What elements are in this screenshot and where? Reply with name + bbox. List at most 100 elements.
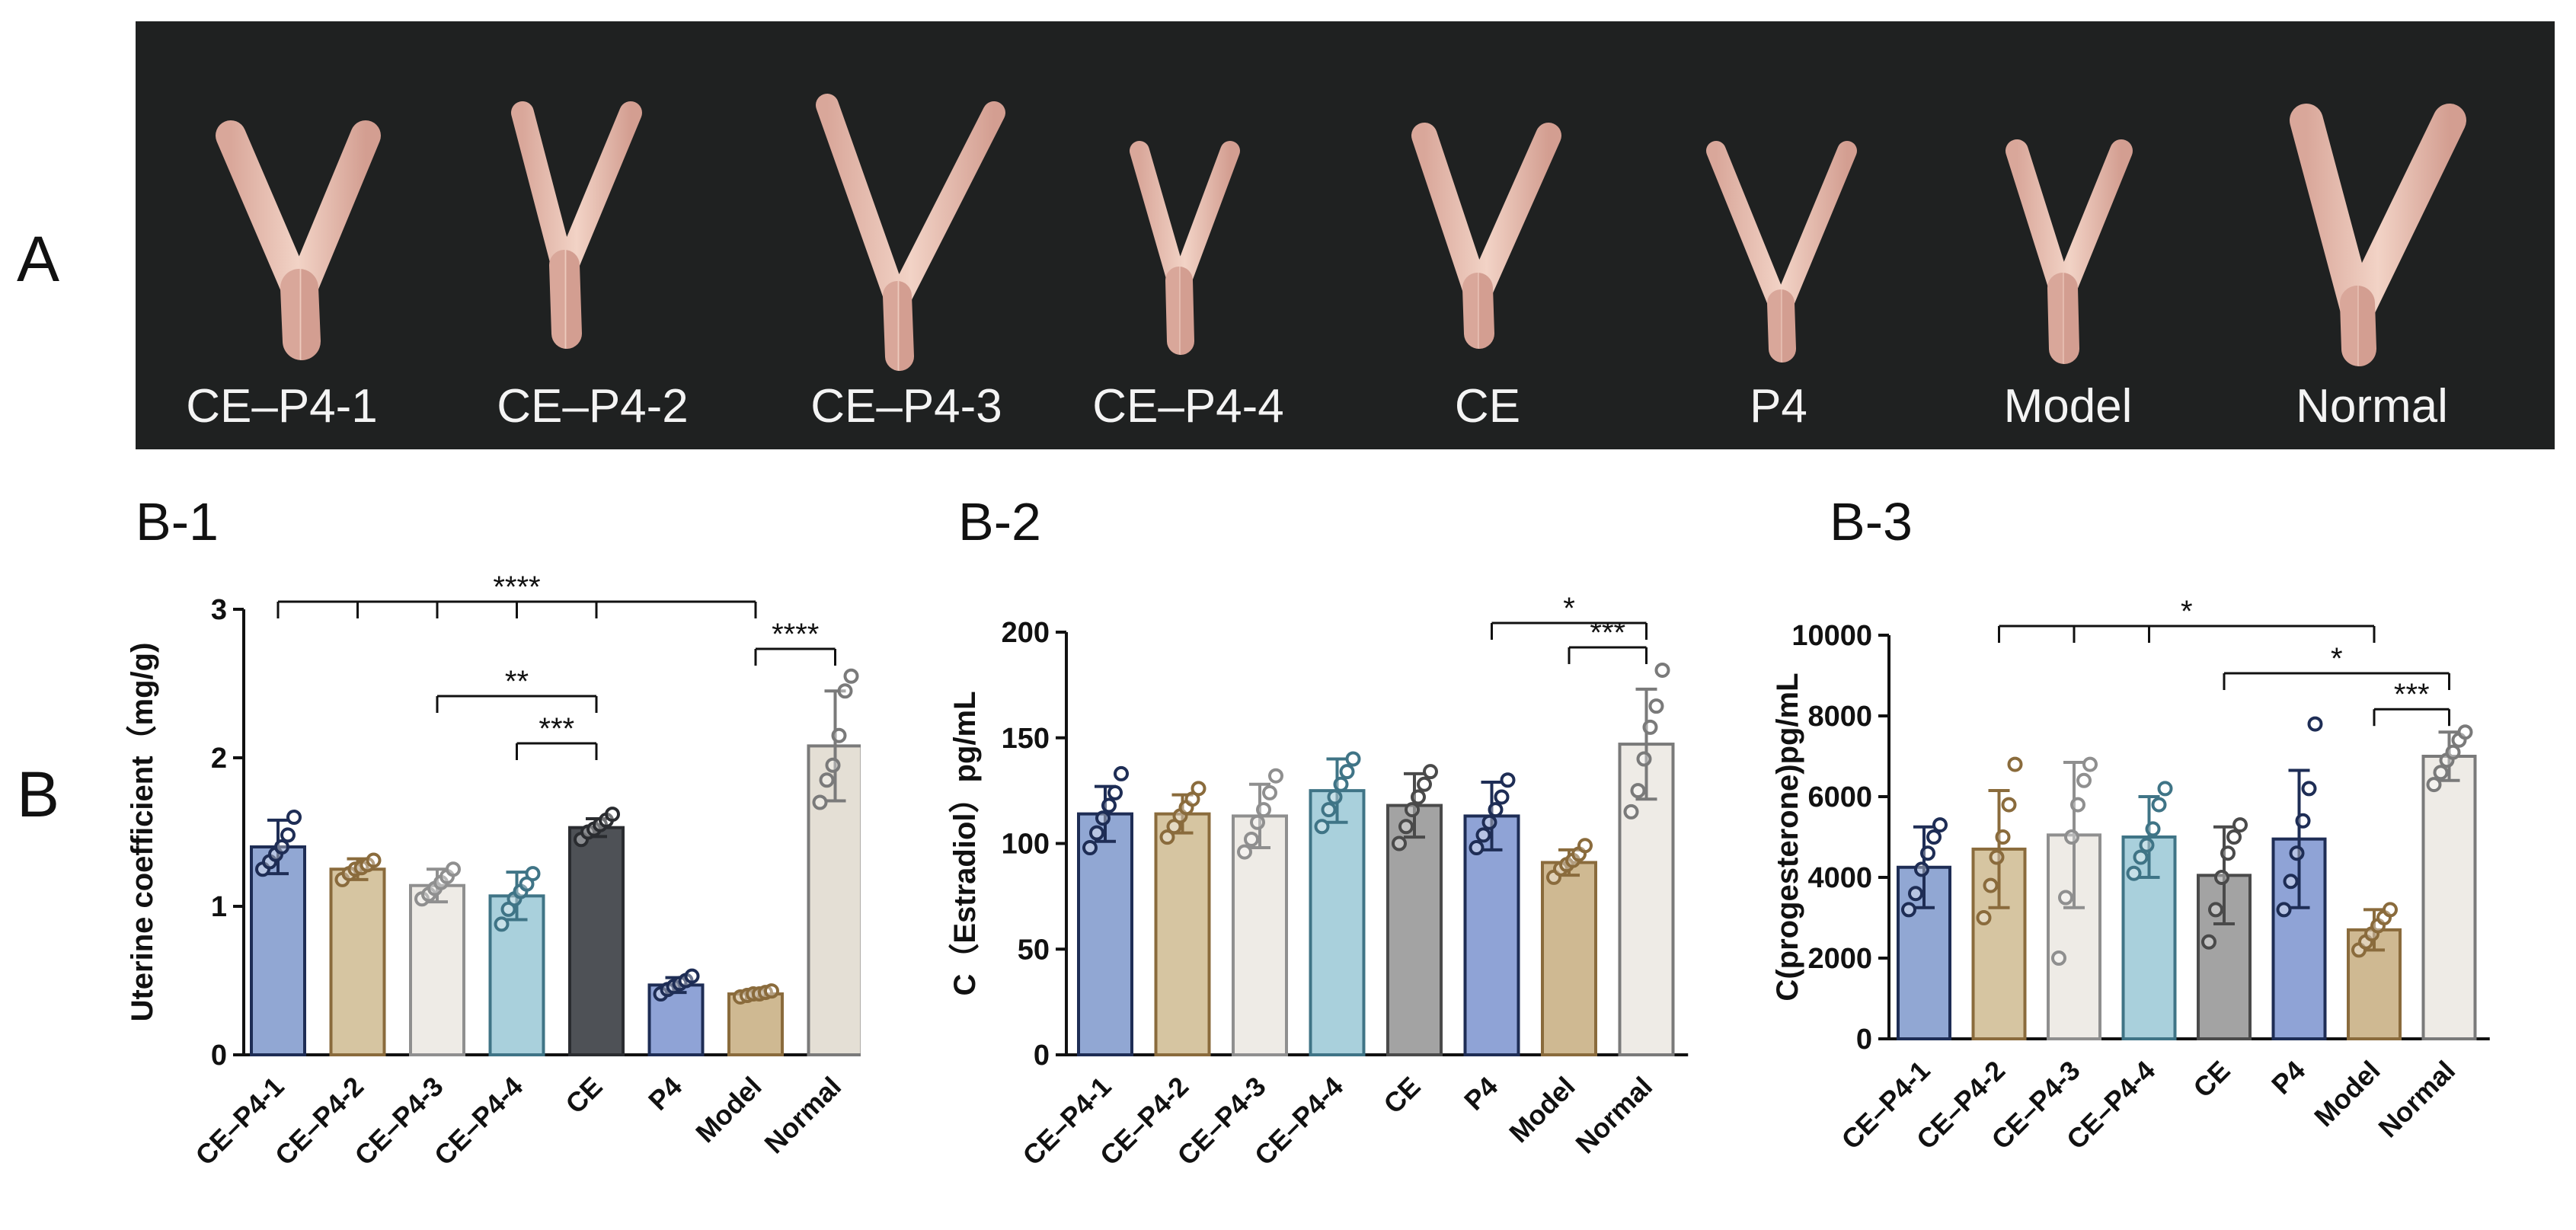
chart-b3: 0 2000 4000 6000 8000 10000 C(progesterone)pg/… [1771,595,2490,1155]
uterus-specimen-8 [2290,104,2466,366]
data-point-ce-p4-4 [1339,764,1355,780]
data-point-normal [812,794,828,810]
data-point-normal [831,727,847,743]
data-point-ce-p4-3 [1244,831,1259,847]
x-tick-label-normal: Normal [2372,1055,2461,1144]
data-point-p4 [2295,813,2311,829]
data-point-ce [1392,835,1407,851]
data-point-p4 [2301,781,2317,797]
data-point-normal [1636,751,1652,767]
data-point-ce-p4-2 [1983,877,1999,893]
photo-label-ce-p4-1: CE–P4-1 [186,380,378,433]
photo-label-p4: P4 [1750,380,1807,433]
photo-label-ce-p4-3: CE–P4-3 [810,380,1002,433]
y-tick-label: 8000 [1807,701,1872,733]
y-axis-label: Uterine coefficient（mg/g) [126,643,159,1022]
photo-label-ce-p4-4: CE–P4-4 [1092,380,1284,433]
data-point-ce-p4-3 [1262,784,1277,800]
data-point-normal [2433,765,2449,781]
y-axis-label: C(progesterone)pg/mL [1771,673,1804,1001]
data-point-ce-p4-1 [286,810,302,825]
data-point-p4 [1469,840,1485,856]
data-point-ce [2232,817,2248,833]
data-point-ce [2214,870,2229,885]
data-point-ce-p4-1 [1101,797,1117,813]
data-point-p4 [2307,716,2323,732]
data-point-ce-p4-2 [1159,829,1175,845]
x-tick-label-ce: CE [559,1071,608,1120]
data-point-ce-p4-4 [2157,781,2173,797]
y-axis-label: C（Estradiol）pg/mL [948,691,982,995]
data-point-p4 [1494,789,1510,805]
y-tick-label: 2 [211,743,227,775]
data-point-p4 [2289,845,2305,861]
uterus-specimen-7 [2006,139,2133,364]
data-point-ce-p4-4 [525,866,541,882]
bar-ce [568,826,625,1056]
data-point-normal [825,757,841,773]
data-point-ce-p4-3 [2082,756,2098,772]
data-point-ce-p4-2 [1995,829,2011,845]
data-point-model [764,983,779,999]
x-tick-label-ce: CE [1377,1071,1426,1120]
significance-label: *** [539,712,574,746]
photo-label-ce: CE [1454,380,1521,433]
data-point-ce-p4-4 [494,916,510,932]
data-point-ce-p4-1 [1914,861,1929,877]
significance-label: **** [493,570,540,604]
data-point-ce-p4-3 [2051,950,2066,966]
y-tick-label: 6000 [1807,781,1872,813]
data-point-model [2383,902,2398,918]
data-point-ce-p4-4 [1321,802,1337,818]
uterus-specimen-4 [1130,141,1240,355]
data-point-normal [2457,724,2473,740]
bar-ce-p4-3 [409,883,465,1057]
data-point-ce [1411,789,1426,805]
data-point-p4 [1488,802,1504,818]
data-point-ce-p4-1 [1926,829,1942,845]
data-point-p4 [684,968,700,984]
data-point-ce-p4-3 [1256,802,1271,818]
photo-label-ce-p4-2: CE–P4-2 [497,380,689,433]
data-point-ce-p4-1 [280,827,296,843]
x-tick-label-normal: Normal [758,1071,847,1160]
chart-b2: 050100150200C（Estradiol）pg/mLCE–P4-1CE–P… [948,592,1689,1171]
significance-label: **** [772,618,819,651]
data-point-ce-p4-4 [1345,751,1361,767]
data-point-p4 [2283,874,2299,890]
uterus-specimen-1 [216,120,381,360]
data-point-p4 [1500,772,1516,788]
chart-b1-title: B-1 [136,492,219,551]
y-tick-label: 0 [1856,1024,1872,1056]
data-point-ce [1405,802,1420,818]
data-point-ce [2208,902,2223,918]
uterus-specimen-5 [1411,123,1561,349]
data-point-ce-p4-4 [2139,837,2155,853]
data-point-ce-p4-1 [274,839,289,855]
data-point-ce-p4-1 [1920,845,1935,861]
data-point-ce-p4-3 [1237,844,1252,860]
bar-ce-p4-1 [250,845,306,1056]
y-tick-label: 10000 [1791,620,1872,652]
bar-normal [2421,755,2477,1040]
data-point-normal [1648,698,1664,714]
data-point-ce-p4-4 [1327,789,1343,805]
data-point-ce-p4-2 [2007,756,2023,772]
y-tick-label: 3 [211,594,227,626]
significance-label: *** [1590,616,1625,650]
data-point-p4 [1475,827,1491,843]
data-point-ce-p4-1 [1107,784,1123,800]
y-tick-label: 200 [1002,617,1050,649]
data-point-normal [1654,662,1670,678]
y-tick-label: 150 [1002,723,1050,755]
data-point-ce-p4-3 [446,861,461,877]
y-tick-label: 50 [1018,934,1050,966]
data-point-ce-p4-1 [1089,825,1104,841]
photo-label-model: Model [2003,380,2133,433]
significance-label: *** [2394,678,2430,711]
data-point-ce-p4-3 [2064,829,2079,845]
significance-label: * [2181,595,2193,628]
data-point-ce [605,807,620,823]
x-tick-label-normal: Normal [1569,1071,1658,1160]
